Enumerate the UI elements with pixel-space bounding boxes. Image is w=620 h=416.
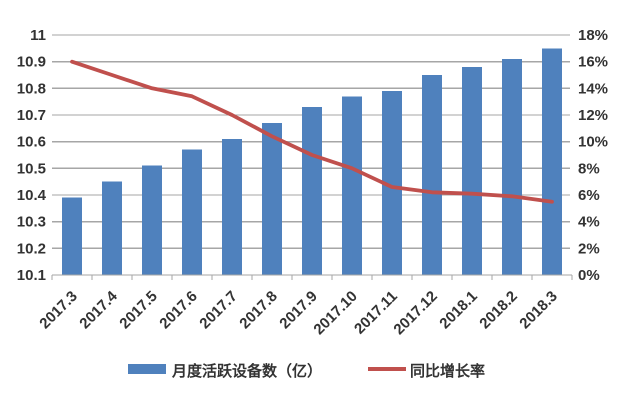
bar xyxy=(382,91,402,275)
growth-line xyxy=(70,59,554,204)
x-axis-category-label: 2017.3 xyxy=(36,288,80,332)
x-axis-category-label: 2017.4 xyxy=(76,287,121,332)
bar xyxy=(462,67,482,275)
left-axis-tick-label: 10.4 xyxy=(17,187,47,204)
bar xyxy=(302,107,322,275)
left-axis-tick-label: 11 xyxy=(30,27,46,44)
right-axis-tick-label: 18% xyxy=(578,27,608,44)
right-axis-tick-label: 4% xyxy=(578,214,600,231)
legend-group: 月度活跃设备数（亿） 同比增长率 xyxy=(128,362,485,380)
x-axis-category-label: 2017.5 xyxy=(116,288,160,332)
legend-bar-label: 月度活跃设备数（亿） xyxy=(171,362,322,380)
legend-line-label: 同比增长率 xyxy=(410,362,485,380)
x-axis-category-label: 2017.7 xyxy=(196,288,240,332)
left-axis-tick-label: 10.5 xyxy=(17,160,46,177)
left-axis-tick-label: 10.3 xyxy=(17,214,46,231)
x-axis-category-label: 2017.12 xyxy=(390,288,440,338)
left-axis-labels-group: 11 10.9 10.8 10.7 10.6 10.5 10.4 10.3 10.2 10.1 xyxy=(17,27,47,284)
growth-line-group xyxy=(70,59,554,204)
left-axis-tick-label: 10.6 xyxy=(17,134,46,151)
bar xyxy=(182,149,202,275)
right-axis-tick-label: 12% xyxy=(578,107,608,124)
legend-bar-swatch xyxy=(128,364,166,374)
right-axis-labels-group: 18% 16% 14% 12% 10% 8% 6% 4% 2% 0% xyxy=(578,27,608,284)
bar xyxy=(542,48,562,276)
x-axis-category-label: 2017.6 xyxy=(156,288,200,332)
left-axis-tick-label: 10.8 xyxy=(17,80,46,97)
x-axis-category-label: 2018.2 xyxy=(476,288,520,332)
bar xyxy=(102,181,122,275)
x-axis-category-label: 2018.1 xyxy=(436,288,480,332)
right-axis-tick-label: 10% xyxy=(578,134,608,151)
right-axis-tick-label: 16% xyxy=(578,54,608,71)
left-axis-tick-label: 10.7 xyxy=(17,107,46,124)
bar xyxy=(62,197,82,275)
bar xyxy=(262,123,282,275)
bar xyxy=(142,165,162,275)
bar xyxy=(222,139,242,275)
right-axis-tick-label: 2% xyxy=(578,240,600,257)
bar xyxy=(422,75,442,275)
left-axis-tick-label: 10.1 xyxy=(17,267,46,284)
x-axis-category-label: 2017.10 xyxy=(310,288,360,338)
left-axis-tick-label: 10.2 xyxy=(17,240,46,257)
x-axis-group xyxy=(51,274,573,280)
right-axis-tick-label: 14% xyxy=(578,80,608,97)
x-axis-category-label: 2017.8 xyxy=(236,288,280,332)
right-axis-tick-label: 8% xyxy=(578,160,600,177)
left-axis-tick-label: 10.9 xyxy=(17,54,46,71)
bar xyxy=(342,96,362,275)
right-axis-tick-label: 0% xyxy=(578,267,600,284)
bars-group xyxy=(62,48,562,276)
bar xyxy=(502,59,522,275)
right-axis-tick-label: 6% xyxy=(578,187,600,204)
x-axis-category-label: 2018.3 xyxy=(516,288,560,332)
